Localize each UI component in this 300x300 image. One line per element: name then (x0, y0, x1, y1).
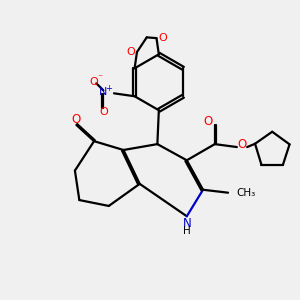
Text: N: N (99, 87, 108, 97)
Text: H: H (183, 226, 191, 236)
Text: O: O (99, 107, 108, 117)
Text: O: O (159, 33, 167, 43)
Text: O: O (71, 112, 80, 126)
Text: ⁻: ⁻ (97, 74, 102, 84)
Text: O: O (238, 138, 247, 151)
Text: O: O (126, 47, 135, 57)
Text: O: O (204, 115, 213, 128)
Text: O: O (89, 77, 98, 87)
Text: N: N (182, 217, 191, 230)
Text: CH₃: CH₃ (237, 188, 256, 198)
Text: +: + (105, 84, 112, 93)
